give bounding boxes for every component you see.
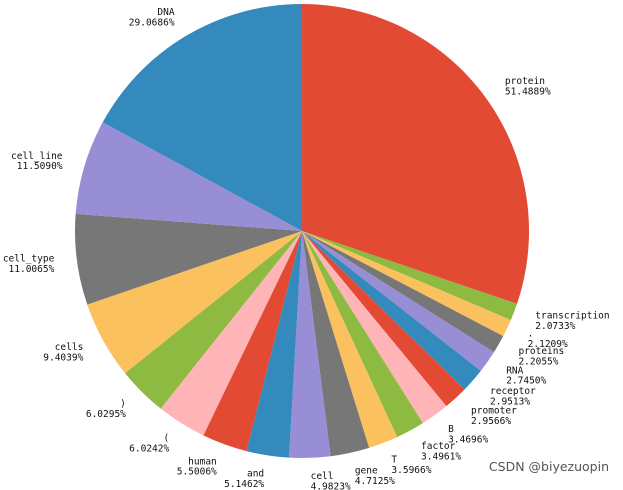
pie-label-5: receptor 2.9513% [490,386,536,407]
slice-name-10: gene [355,466,378,477]
pie-slice-3 [302,231,504,353]
pie-slice-2 [302,231,511,337]
pie-slice-6 [302,231,465,407]
pie-label-2: . 2.1209% [528,328,568,349]
slice-percent-8: 3.4961% [421,452,461,463]
pie-slice-17 [74,213,302,305]
pie-slice-0 [302,4,529,304]
pie-label-4: RNA 2.7450% [506,365,546,386]
pie-labels: protein 51.4889% transcription 2.0733%. 2.12… [3,7,610,490]
slice-percent-0: 51.4889% [505,87,551,98]
slice-name-1: transcription [535,311,609,322]
pie-label-14: (6.0242% [129,433,169,454]
slice-percent-13: 5.5006% [177,467,217,478]
pie-label-18: cell_line 11.5090% [11,151,63,172]
slice-percent-11: 4.9823% [311,482,351,490]
pie-label-12: and 5.1462% [224,468,264,489]
slice-percent-18: 11.5090% [17,161,63,172]
pie-label-19: DNA 29.0686% [129,7,175,28]
pie-label-6: promoter 2.9566% [471,405,517,426]
pie-slice-4 [302,231,495,371]
pie-slice-18 [75,122,302,231]
slice-percent-2: 2.1209% [528,339,568,350]
pie-slice-7 [302,231,447,424]
slice-name-2: . [528,328,534,339]
slice-percent-4: 2.7450% [506,376,546,387]
slice-name-16: cells [55,342,84,353]
pie-label-0: protein 51.4889% [505,76,551,97]
slice-name-6: promoter [471,405,517,416]
pie-slice-15 [125,231,303,409]
pie-label-8: factor 3.4961% [421,441,461,462]
slice-name-5: receptor [490,386,536,397]
pie-label-11: cell 4.9823% [311,471,351,490]
slice-percent-7: 3.4696% [448,434,488,445]
slice-name-0: protein [505,76,545,87]
slice-name-3: proteins [518,346,564,357]
pie-slice-13 [203,231,302,452]
pie-slice-11 [288,231,331,458]
slice-name-8: factor [421,441,456,452]
slice-name-19: DNA [157,7,174,18]
pie-label-1: transcription 2.0733% [535,311,609,332]
slice-percent-19: 29.0686% [129,17,175,28]
slice-name-12: and [247,468,264,479]
slice-percent-17: 11.0065% [9,264,55,275]
slice-name-13: human [188,456,217,467]
pie-slice-19 [102,4,302,231]
pie-slice-9 [302,231,398,448]
slice-percent-6: 2.9566% [471,416,511,427]
slice-percent-16: 9.4039% [43,353,83,364]
pie-slice-8 [302,231,423,438]
pie-label-9: T 3.5966% [391,455,431,476]
slice-name-14: ( [163,433,169,444]
pie-slice-12 [246,231,302,458]
pie-slice-5 [302,231,481,390]
slice-percent-3: 2.2055% [518,357,558,368]
watermark-text: CSDN @biyezuopin [488,459,609,474]
pie-slices [74,4,529,458]
pie-label-10: gene 4.7125% [355,466,395,487]
pie-label-3: proteins 2.2055% [518,346,564,367]
pie-slice-16 [87,231,302,374]
pie-label-7: B 3.4696% [448,424,488,445]
pie-label-17: cell_type 11.0065% [3,253,55,274]
slice-name-11: cell [311,471,334,482]
slice-percent-14: 6.0242% [129,443,169,454]
slice-name-15: ) [120,399,126,410]
pie-slice-10 [302,231,370,457]
pie-slice-14 [160,231,302,436]
slice-percent-15: 6.0295% [86,409,126,420]
pie-slice-1 [302,231,517,321]
slice-name-17: cell_type [3,253,55,264]
slice-percent-12: 5.1462% [224,479,264,490]
slice-percent-5: 2.9513% [490,396,530,407]
pie-label-16: cells 9.4039% [43,342,83,363]
slice-name-18: cell_line [11,151,63,162]
slice-percent-1: 2.0733% [535,321,575,332]
pie-label-13: human 5.5006% [177,456,217,477]
slice-name-7: B [448,424,454,435]
pie-label-15: ) 6.0295% [86,399,126,420]
slice-percent-9: 3.5966% [391,465,431,476]
slice-percent-10: 4.7125% [355,476,395,487]
slice-name-9: T [391,455,397,466]
slice-name-4: RNA [506,365,523,376]
